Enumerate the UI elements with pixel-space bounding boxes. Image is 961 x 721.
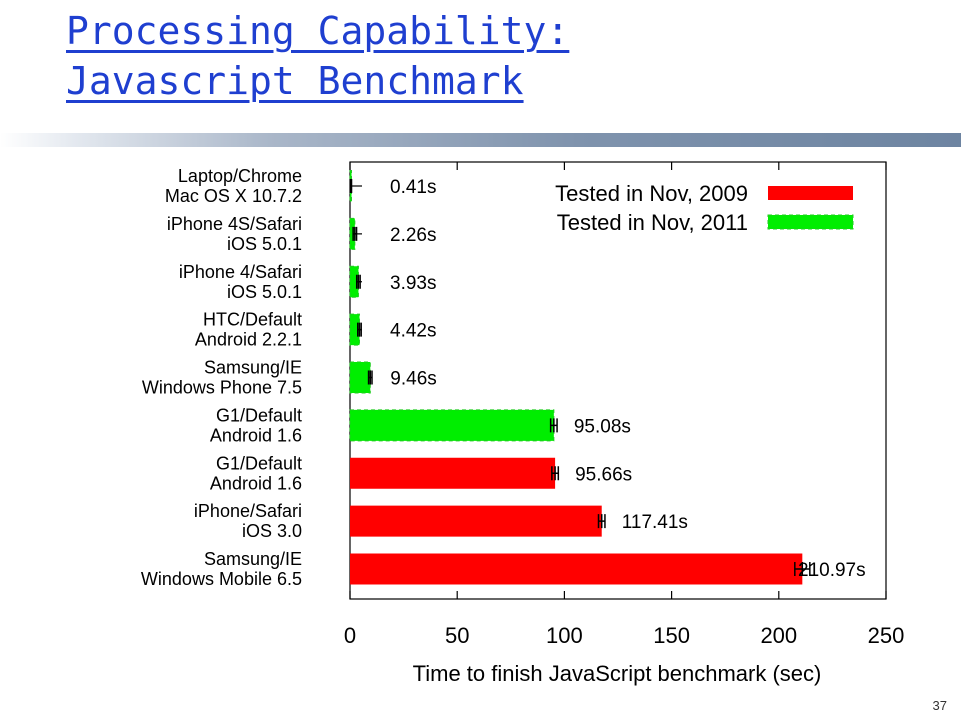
- category-label-line-2: Windows Mobile 6.5: [141, 569, 302, 589]
- category-label-line-1: iPhone 4/Safari: [179, 262, 302, 282]
- bar: [349, 361, 371, 394]
- title-divider: [0, 133, 961, 147]
- slide-title-line-2: Javascript Benchmark: [66, 59, 524, 103]
- category-label-line-1: Laptop/Chrome: [178, 166, 302, 186]
- x-tick-label: 250: [868, 623, 905, 648]
- slide-title: Processing Capability: Javascript Benchm…: [66, 6, 569, 106]
- value-label: 117.41s: [622, 512, 688, 533]
- value-label: 9.46s: [390, 369, 436, 390]
- bar: [350, 505, 602, 537]
- x-tick-label: 150: [653, 623, 690, 648]
- category-label-line-1: G1/Default: [216, 405, 302, 425]
- legend-label: Tested in Nov, 2009: [555, 181, 748, 206]
- x-axis-label: Time to finish JavaScript benchmark (sec…: [413, 661, 822, 686]
- value-label: 3.93s: [390, 273, 436, 294]
- category-label-line-2: iOS 5.0.1: [227, 282, 302, 302]
- value-label: 2.26s: [390, 225, 436, 246]
- value-label: 0.41s: [390, 177, 436, 198]
- category-label-line-2: Android 1.6: [210, 473, 302, 493]
- x-tick-label: 200: [760, 623, 797, 648]
- slide-title-line-1: Processing Capability:: [66, 9, 570, 53]
- category-label-line-2: Android 2.2.1: [195, 330, 302, 350]
- category-label-line-1: iPhone/Safari: [194, 501, 302, 521]
- category-label-line-1: Samsung/IE: [204, 549, 302, 569]
- bar: [350, 553, 803, 585]
- category-label-line-1: G1/Default: [216, 453, 302, 473]
- category-label-line-2: Windows Phone 7.5: [142, 378, 302, 398]
- value-label: 4.42s: [390, 321, 436, 342]
- legend-label: Tested in Nov, 2011: [557, 210, 748, 235]
- category-label-line-2: Android 1.6: [210, 425, 302, 445]
- category-label-line-1: HTC/Default: [203, 310, 302, 330]
- category-label-line-1: iPhone 4S/Safari: [167, 214, 302, 234]
- legend-swatch: [767, 214, 854, 230]
- bar: [350, 457, 556, 489]
- category-label-line-2: iOS 3.0: [242, 521, 302, 541]
- category-label-line-2: iOS 5.0.1: [227, 234, 302, 254]
- category-label-line-2: Mac OS X 10.7.2: [165, 186, 302, 206]
- category-label-line-1: Samsung/IE: [204, 358, 302, 378]
- x-tick-label: 0: [344, 623, 356, 648]
- legend-swatch: [768, 186, 853, 200]
- benchmark-bar-chart: 0 50 100 150 200 250 Time to finish JavaScript…: [141, 161, 905, 686]
- value-label: 95.66s: [575, 464, 632, 485]
- x-tick-label: 100: [546, 623, 583, 648]
- value-label: 210.97s: [798, 560, 866, 581]
- value-label: 95.08s: [574, 416, 631, 437]
- page-number: 37: [932, 698, 947, 713]
- x-tick-label: 50: [445, 623, 469, 648]
- bar: [349, 409, 555, 442]
